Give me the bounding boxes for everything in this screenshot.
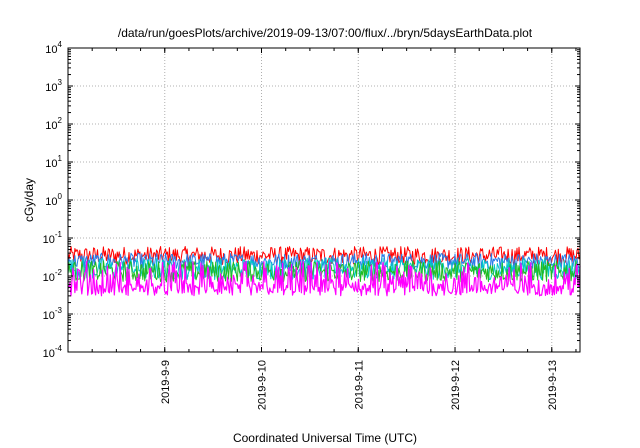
y-tick-label: 10-4 — [43, 344, 63, 360]
x-tick-label: 2019-9-12 — [450, 360, 462, 410]
y-tick-label: 104 — [45, 40, 62, 56]
y-tick-label: 101 — [45, 154, 62, 170]
series-line-1 — [67, 246, 581, 265]
y-tick-label: 100 — [45, 192, 62, 208]
grid-lines — [68, 48, 580, 352]
x-tick-label: 2019-9-13 — [547, 360, 559, 410]
x-tick-label: 2019-9-10 — [257, 360, 269, 410]
x-tick-label: 2019-9-11 — [353, 360, 365, 409]
x-tick-label: 2019-9-9 — [160, 360, 172, 404]
series-line-3 — [67, 257, 581, 281]
x-axis-ticks: 2019-9-9 2019-9-10 2019-9-11 2019-9-12 2019-… — [91, 48, 577, 410]
y-tick-label: 10-1 — [43, 230, 63, 246]
series-line-4 — [67, 260, 581, 283]
y-tick-label: 10-2 — [43, 268, 63, 284]
y-tick-label: 103 — [45, 78, 62, 94]
data-series — [67, 246, 581, 297]
y-axis-ticks: 10-4 10-3 10-2 10-1 100 101 102 103 104 — [43, 40, 580, 360]
y-tick-label: 102 — [45, 116, 62, 132]
chart-title: /data/run/goesPlots/archive/2019-09-13/0… — [118, 26, 533, 40]
y-axis-label: cGy/day — [22, 178, 36, 222]
x-axis-label: Coordinated Universal Time (UTC) — [233, 431, 417, 445]
series-line-5 — [67, 260, 581, 297]
y-tick-label: 10-3 — [43, 306, 63, 322]
